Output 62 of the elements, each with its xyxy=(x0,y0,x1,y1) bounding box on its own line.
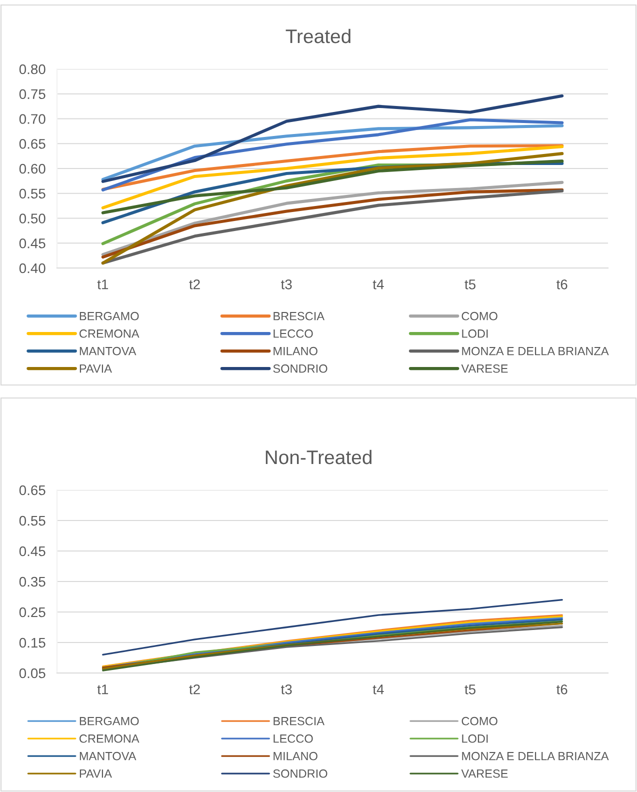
line-series xyxy=(101,118,564,192)
legend-label: MONZA E DELLA BRIANZA xyxy=(462,752,609,760)
legend-label: SONDRIO xyxy=(273,364,328,373)
y-tick-label: 0.15 xyxy=(19,638,46,648)
y-tick-label: 0.55 xyxy=(19,516,46,526)
legend-label: VARESE xyxy=(461,364,508,373)
legend-label: LODI xyxy=(462,734,488,743)
legend-label: LECCO xyxy=(274,734,313,743)
x-tick-label: t6 xyxy=(556,684,568,694)
x-tick-label: t3 xyxy=(281,684,292,694)
chart-title: Treated xyxy=(286,28,350,44)
line-series xyxy=(101,152,564,265)
x-tick-label: t1 xyxy=(97,280,108,290)
legend-label: PAVIA xyxy=(80,770,112,778)
legend-label: LECCO xyxy=(274,329,313,338)
legend-label: CREMONA xyxy=(80,329,140,338)
legend-label: BRESCIA xyxy=(274,716,325,726)
y-tick-label: 0.75 xyxy=(19,89,46,100)
legend-label: BERGAMO xyxy=(80,312,139,320)
line-series xyxy=(101,160,564,214)
y-tick-label: 0.25 xyxy=(19,607,46,618)
y-tick-label: 0.50 xyxy=(19,214,46,224)
x-tick-label: t3 xyxy=(281,279,292,290)
line-series xyxy=(101,144,564,191)
line-series xyxy=(101,94,564,183)
legend-label: BERGAMO xyxy=(80,716,139,726)
legend-label: LODI xyxy=(462,329,488,338)
y-tick-label: 0.40 xyxy=(19,263,46,274)
legend-label: COMO xyxy=(462,716,498,726)
x-tick-label: t2 xyxy=(189,684,200,694)
legend-label: MILANO xyxy=(274,752,318,760)
y-tick-label: 0.60 xyxy=(19,164,46,174)
y-tick-label: 0.45 xyxy=(19,546,46,556)
x-tick-label: t5 xyxy=(464,684,476,694)
x-tick-label: t1 xyxy=(97,684,108,694)
y-tick-label: 0.55 xyxy=(19,188,46,199)
chart-title: Non-Treated xyxy=(266,450,372,464)
y-tick-label: 0.65 xyxy=(19,138,46,149)
legend-label: CREMONA xyxy=(80,734,140,743)
line-series xyxy=(101,145,564,210)
legend-label: SONDRIO xyxy=(273,769,328,778)
legend-label: BRESCIA xyxy=(274,312,325,320)
line-series xyxy=(102,598,563,656)
legend-label: MANTOVA xyxy=(80,752,136,760)
legend-label: MANTOVA xyxy=(80,346,136,356)
legend-label: VARESE xyxy=(461,769,508,778)
y-tick-label: 0.65 xyxy=(19,485,46,496)
y-tick-label: 0.05 xyxy=(19,668,46,678)
x-tick-label: t5 xyxy=(464,280,476,290)
x-tick-label: t4 xyxy=(372,280,384,290)
y-tick-label: 0.70 xyxy=(19,114,46,124)
line-series xyxy=(101,124,564,181)
y-tick-label: 0.80 xyxy=(19,64,46,74)
y-tick-label: 0.35 xyxy=(19,576,46,587)
y-tick-label: 0.45 xyxy=(19,238,46,248)
legend-label: COMO xyxy=(462,312,498,320)
legend-label: MILANO xyxy=(274,346,318,356)
x-tick-label: t2 xyxy=(189,279,200,290)
legend-label: PAVIA xyxy=(80,364,112,373)
legend-label: MONZA E DELLA BRIANZA xyxy=(462,346,609,356)
x-tick-label: t6 xyxy=(556,279,568,290)
x-tick-label: t4 xyxy=(372,684,384,694)
